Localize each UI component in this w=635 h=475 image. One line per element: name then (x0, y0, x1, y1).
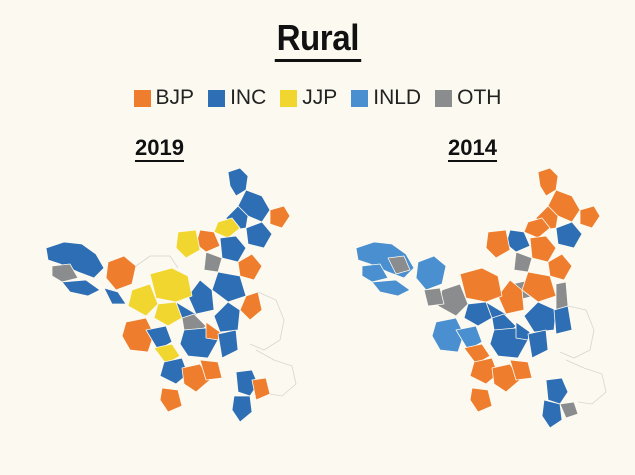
region (547, 253, 573, 281)
legend-label-jjp: JJP (302, 86, 338, 109)
region (103, 287, 127, 305)
region (415, 255, 447, 291)
chart-title: Rural (0, 18, 635, 62)
region (213, 217, 241, 239)
map-title-2019: 2019 (135, 135, 184, 162)
region (513, 251, 533, 273)
legend-swatch-bjp (133, 89, 151, 107)
region-outline (255, 349, 297, 397)
region (509, 359, 533, 381)
legend-item-inld: INLD (351, 86, 421, 110)
region (51, 263, 79, 283)
region (153, 343, 181, 365)
region (579, 205, 601, 229)
region (269, 205, 291, 229)
region (153, 301, 183, 327)
region (361, 263, 389, 283)
region (529, 235, 557, 263)
region (61, 279, 101, 297)
region (523, 217, 551, 239)
legend: BJP INC JJP INLD OTH (0, 86, 635, 110)
map-title-2014: 2014 (448, 135, 497, 162)
region (387, 255, 411, 275)
region (469, 357, 499, 385)
region (239, 291, 263, 321)
region (545, 377, 569, 405)
region (423, 287, 445, 307)
region (213, 301, 241, 333)
region (469, 387, 493, 413)
region (559, 401, 579, 419)
title-text: Rural (274, 18, 361, 62)
legend-label-bjp: BJP (155, 86, 195, 109)
region-outline (559, 305, 595, 359)
legend-label-inc: INC (230, 86, 267, 109)
region (523, 301, 557, 333)
region (555, 281, 569, 311)
legend-label-inld: INLD (373, 86, 422, 109)
legend-swatch-inc (208, 89, 226, 107)
region (245, 221, 273, 249)
region (121, 317, 155, 353)
region (199, 359, 223, 381)
region (521, 271, 557, 303)
region (175, 229, 201, 259)
legend-swatch-oth (435, 89, 453, 107)
region-outline (565, 359, 607, 405)
region (463, 343, 491, 365)
region (211, 271, 247, 303)
region (45, 241, 105, 279)
region (463, 301, 493, 327)
region (541, 399, 563, 429)
legend-swatch-jjp (280, 89, 298, 107)
region (145, 325, 173, 351)
region (527, 329, 549, 359)
region (217, 329, 239, 359)
region (431, 317, 465, 353)
region (555, 221, 583, 249)
region-outline (135, 255, 179, 269)
region (553, 305, 573, 335)
region (159, 387, 183, 413)
legend-item-jjp: JJP (280, 86, 337, 110)
region (231, 395, 253, 423)
region (205, 321, 221, 341)
legend-item-bjp: BJP (133, 86, 195, 110)
region (159, 357, 189, 385)
region (105, 255, 137, 291)
region (515, 321, 531, 341)
legend-label-oth: OTH (457, 86, 502, 109)
legend-item-oth: OTH (435, 86, 501, 110)
region (371, 279, 411, 297)
legend-item-inc: INC (208, 86, 266, 110)
region (459, 267, 503, 303)
region-outline (249, 291, 285, 351)
region (127, 283, 159, 317)
region (219, 235, 247, 263)
legend-swatch-inld (351, 89, 369, 107)
region (237, 253, 263, 281)
region (455, 325, 483, 351)
region (485, 229, 511, 259)
